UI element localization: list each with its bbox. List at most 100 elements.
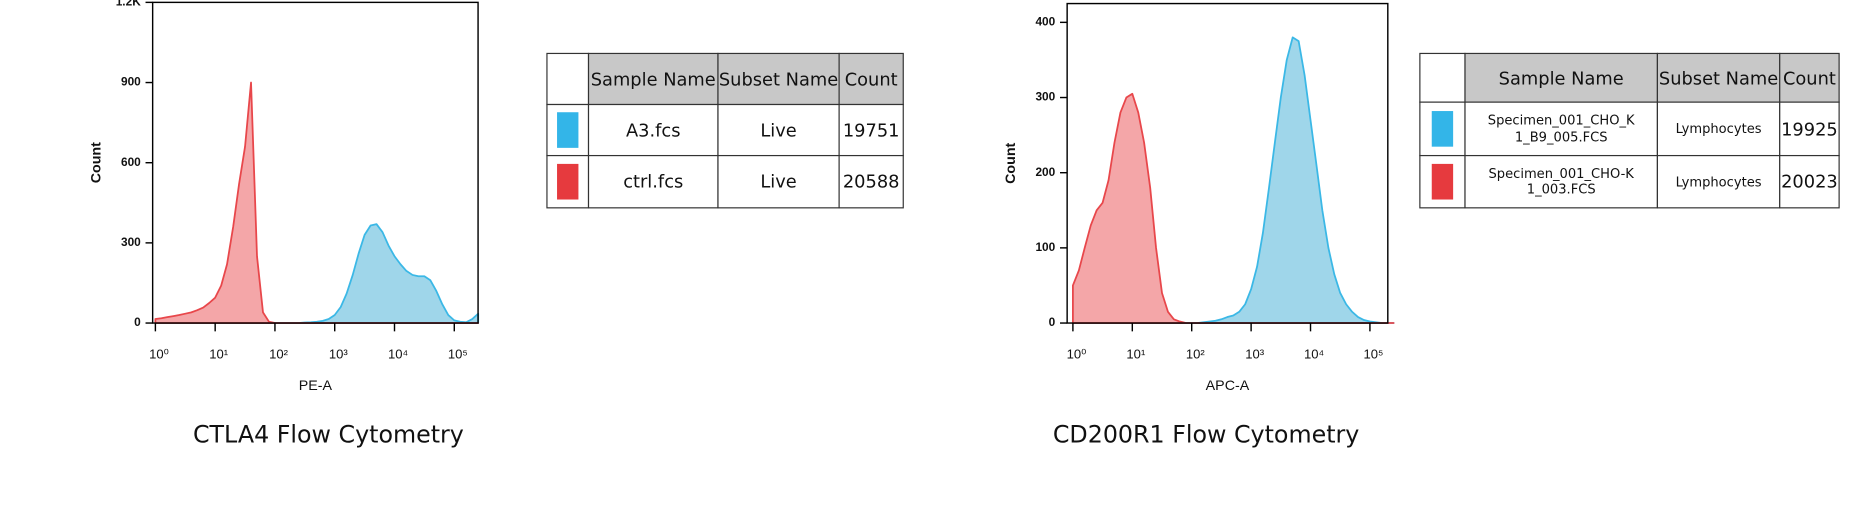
legend-swatch — [557, 163, 579, 200]
legend-sample-name-bg — [1464, 154, 1658, 209]
legend-count-text: 19751 — [842, 119, 900, 141]
table-header-text: Sample Name — [1498, 67, 1624, 89]
y-tick-label: 0 — [1049, 315, 1056, 329]
table-header-box: Count — [1780, 53, 1839, 102]
legend-subset-name-box: Live — [718, 105, 839, 156]
y-tick-label: 300 — [1035, 90, 1055, 104]
legend-count: 19925 — [1781, 118, 1838, 140]
table-header-blank-bg — [1419, 52, 1466, 103]
y-tick-label: 0 — [134, 315, 141, 329]
legend-count: 20023 — [1780, 156, 1839, 208]
y-tick-label: 300 — [121, 235, 141, 249]
x-tick-label: 10⁴ — [388, 347, 408, 362]
table-header-box: Sample Name — [1465, 53, 1657, 102]
legend-count-box: 19751 — [839, 105, 903, 156]
x-tick-label: 10² — [269, 347, 289, 362]
legend-sample-name-bg — [587, 103, 719, 157]
legend-sample-name: Specimen_001_CHO-K1_003.FCS — [1465, 156, 1657, 208]
legend-subset-name-text: Live — [760, 171, 797, 193]
legend-subset-name-bg — [1656, 101, 1781, 157]
y-axis-label: Count — [1003, 142, 1019, 183]
x-tick-label: 10⁵ — [1364, 347, 1384, 362]
legend-sample-name-bg — [1464, 101, 1658, 157]
table-header-box: Subset Name — [718, 53, 839, 104]
x-tick-label: 10² — [1186, 347, 1206, 362]
table-header: Count — [1780, 53, 1839, 102]
table-header: Subset Name — [718, 53, 839, 104]
legend-sample-name-box: ctrl.fcs — [589, 156, 718, 208]
y-tick-label: 400 — [1035, 14, 1055, 28]
x-tick-label: 10¹ — [209, 347, 229, 362]
x-tick-label: 10¹ — [1126, 347, 1146, 362]
table-header: Subset Name — [1657, 53, 1779, 102]
legend-sample-name: Specimen_001_CHO_K1_B9_005.FCS — [1465, 102, 1657, 155]
table-header-box: Count — [839, 53, 903, 104]
table-header-text: Subset Name — [1658, 67, 1779, 89]
y-tick-label: 600 — [121, 155, 141, 169]
legend-swatch — [1431, 163, 1454, 200]
legend-subset-name-box: Lymphocytes — [1657, 102, 1779, 155]
legend-count-bg — [1779, 101, 1840, 157]
legend-sample-name-bg — [587, 154, 719, 209]
legend-subset-name-box: Live — [718, 156, 839, 208]
legend-sample-name-text: Specimen_001_CHO-K1_003.FCS — [1488, 166, 1634, 198]
plot-frame — [151, 1, 479, 324]
x-tick-label: 10⁰ — [149, 347, 169, 362]
legend-subset-name: Live — [718, 156, 839, 208]
table-header-text: Count — [844, 68, 898, 90]
y-tick-label: 1.2K — [116, 0, 141, 9]
table-header: Sample Name — [590, 68, 716, 90]
legend-sample-name-box: Specimen_001_CHO-K1_003.FCS — [1465, 156, 1657, 208]
table-header-blank-bg — [546, 52, 590, 106]
legend-count-text: 20023 — [1781, 171, 1838, 193]
chart-title: CD200R1 Flow Cytometry — [1053, 420, 1360, 448]
legend-sample-name: ctrl.fcs — [589, 156, 718, 208]
x-tick-label: 10³ — [329, 347, 349, 362]
legend-count: 19751 — [839, 105, 903, 156]
table-header-bg — [838, 52, 904, 106]
legend-count-box: 20588 — [839, 156, 903, 208]
legend-count-bg — [838, 103, 904, 157]
table-header-text: Subset Name — [718, 68, 839, 90]
legend-subset-name: Lymphocytes — [1675, 173, 1762, 190]
histogram-area — [1072, 92, 1395, 324]
legend-sample-name: A3.fcs — [589, 105, 718, 156]
legend-sample-name-box: A3.fcs — [589, 105, 718, 156]
x-tick-label: 10⁰ — [1067, 347, 1087, 362]
legend-swatch — [557, 112, 579, 148]
x-tick-label: 10³ — [1245, 347, 1265, 362]
legend-sample-name-text: Specimen_001_CHO_K1_B9_005.FCS — [1487, 113, 1635, 145]
legend-subset-name: Lymphocytes — [1657, 102, 1779, 155]
legend-subset-name: Live — [718, 105, 839, 156]
legend-count-box: 20023 — [1780, 156, 1839, 208]
legend-count-bg — [1779, 154, 1840, 209]
legend-sample-name-box: Specimen_001_CHO_K1_B9_005.FCS — [1465, 102, 1657, 155]
table-header-bg — [1464, 52, 1658, 103]
x-axis-label: APC-A — [1206, 378, 1250, 394]
table-header: Sample Name — [1465, 53, 1657, 102]
chart-title: CTLA4 Flow Cytometry — [193, 420, 464, 448]
y-axis-label: Count — [89, 142, 105, 183]
legend-sample-name-text: A3.fcs — [625, 119, 681, 141]
y-tick-label: 900 — [121, 75, 141, 89]
x-tick-label: 10⁵ — [448, 347, 468, 362]
table-header-text: Sample Name — [590, 68, 716, 90]
legend-subset-name-bg — [1656, 154, 1781, 209]
y-tick-label: 100 — [1035, 240, 1055, 254]
x-tick-label: 10⁴ — [1304, 347, 1324, 362]
legend-count-text: 20588 — [842, 171, 900, 193]
legend-subset-name-text: Lymphocytes — [1675, 173, 1762, 190]
table-header-box: Subset Name — [1657, 53, 1779, 102]
table-header: Count — [839, 53, 903, 104]
table-header-text: Count — [1782, 67, 1836, 89]
legend-subset-name-text: Lymphocytes — [1675, 121, 1762, 137]
legend-count-bg — [838, 154, 904, 209]
plot-frame — [1066, 2, 1389, 324]
x-axis-label: PE-A — [299, 378, 333, 394]
legend-sample-name-text: ctrl.fcs — [623, 171, 684, 193]
legend-count-text: 19925 — [1781, 118, 1838, 140]
legend-count: 20588 — [839, 156, 903, 208]
legend-subset-name-text: Live — [760, 119, 797, 141]
